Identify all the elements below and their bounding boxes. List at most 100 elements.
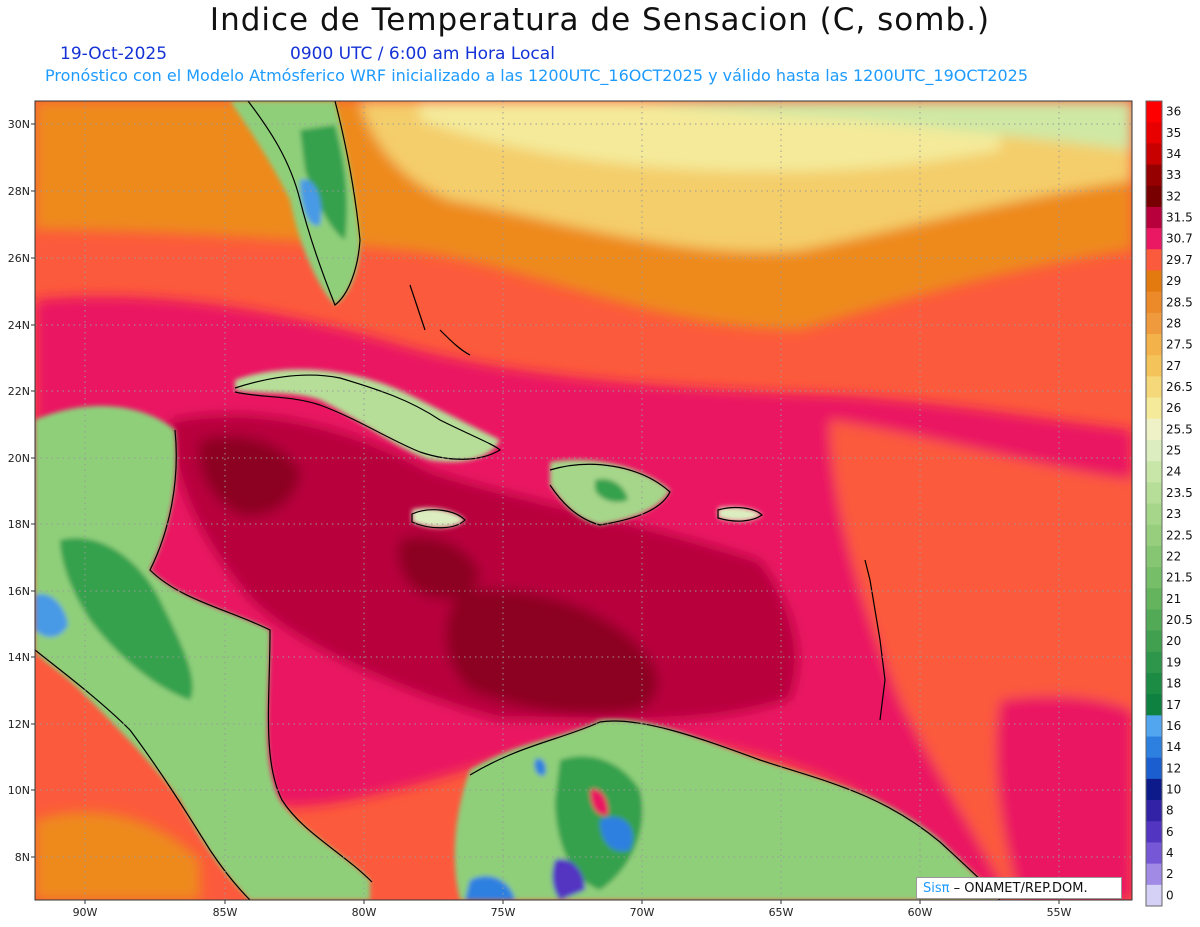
credit-box: Sisπ – ONAMET/REP.DOM. [916, 877, 1122, 899]
colorbar-swatch [1146, 609, 1162, 632]
colorbar-swatch [1146, 376, 1162, 398]
colorbar-swatch [1146, 122, 1162, 144]
forecast-time: 0900 UTC / 6:00 am Hora Local [290, 44, 555, 64]
credit-separator: – [949, 881, 965, 896]
colorbar-swatch [1146, 672, 1162, 695]
hot-east-south [996, 695, 1132, 900]
colorbar-label: 18 [1166, 677, 1181, 691]
lon-tick: 80W [352, 906, 377, 919]
coastlines [35, 101, 1001, 900]
colorbar-label: 2 [1166, 867, 1174, 881]
colorbar-label: 26.5 [1166, 380, 1193, 394]
lon-tick: 60W [908, 906, 933, 919]
colorbar-label: 20.5 [1166, 613, 1193, 627]
colorbar-swatch [1146, 736, 1162, 759]
lat-tick: 30N [8, 118, 30, 131]
lat-tick: 16N [8, 585, 30, 598]
colorbar-swatch [1146, 143, 1162, 165]
lon-tick: 90W [73, 906, 98, 919]
forecast-date: 19-Oct-2025 [60, 44, 168, 64]
graticule [35, 101, 1132, 900]
colorbar-label: 32 [1166, 189, 1181, 203]
lat-tick: 20N [8, 452, 30, 465]
colorbar-swatch [1146, 842, 1162, 865]
lat-tick: 24N [8, 319, 30, 332]
colorbar-label: 23 [1166, 507, 1181, 521]
colorbar-label: 14 [1166, 740, 1181, 754]
land-andes-north [555, 756, 643, 890]
colorbar-label: 30.7 [1166, 232, 1193, 246]
colorbar-label: 36 [1166, 105, 1181, 119]
colorbar-swatch [1146, 588, 1162, 610]
colorbar-label: 0 [1166, 888, 1174, 902]
lat-tick: 26N [8, 252, 30, 265]
colorbar-label: 8 [1166, 804, 1174, 818]
extreme-core-west [199, 436, 300, 516]
colorbar-label: 34 [1166, 147, 1181, 161]
coolest-band-north [640, 101, 1132, 150]
colorbar-label: 33 [1166, 168, 1181, 182]
colorbar-swatch [1146, 545, 1162, 568]
lake-maracaibo-hot [590, 789, 609, 816]
lat-tick: 10N [8, 784, 30, 797]
colorbar-label: 16 [1166, 719, 1181, 733]
colorbar-label: 21.5 [1166, 571, 1193, 585]
colorbar-swatch [1146, 206, 1162, 229]
colorbar-label: 6 [1166, 825, 1174, 839]
model-subtitle: Pronóstico con el Modelo Atmósferico WRF… [45, 66, 1029, 85]
colorbar-label: 19 [1166, 655, 1181, 669]
lon-tick: 55W [1047, 906, 1072, 919]
land-andes-blue [600, 816, 633, 852]
map-title: Indice de Temperatura de Sensacion (C, s… [209, 2, 991, 38]
lat-tick: 12N [8, 718, 30, 731]
colorbar-label: 31.5 [1166, 211, 1193, 225]
colorbar-swatch [1146, 418, 1162, 441]
land-central-america [35, 406, 370, 900]
land-florida-inner [300, 125, 347, 240]
colorbar-swatch [1146, 630, 1162, 653]
colorbar-swatch [1146, 884, 1162, 907]
colorbar-label: 24 [1166, 465, 1181, 479]
colorbar-swatch [1146, 461, 1162, 483]
colorbar-swatch [1146, 800, 1162, 822]
colorbar-label: 27.5 [1166, 338, 1193, 352]
lat-tick: 22N [8, 385, 30, 398]
colorbar: 363534333231.530.729.72928.52827.52726.5… [1145, 100, 1193, 907]
colorbar-swatch [1146, 863, 1162, 886]
colorbar-label: 28 [1166, 316, 1181, 330]
colorbar-swatch [1146, 228, 1162, 250]
land-puerto-rico [718, 506, 762, 522]
colorbar-swatch [1146, 651, 1162, 674]
colorbar-swatch [1146, 524, 1162, 547]
lon-tick: 75W [491, 906, 516, 919]
colorbar-swatch [1146, 334, 1162, 356]
land-masses [35, 101, 1001, 900]
lat-tick: 14N [8, 651, 30, 664]
colorbar-label: 17 [1166, 698, 1181, 712]
longitude-axis: 90W 85W 80W 75W 70W 65W 60W 55W [73, 906, 1072, 919]
colorbar-label: 10 [1166, 782, 1181, 796]
colorbar-swatch [1146, 482, 1162, 504]
map-frame [34, 100, 1133, 901]
colorbar-frame [1145, 100, 1163, 907]
colorbar-label: 22 [1166, 549, 1181, 563]
land-guatemala-highlands [35, 594, 68, 637]
land-cuba [235, 369, 500, 462]
credit-organization: ONAMET/REP.DOM. [964, 881, 1088, 896]
colorbar-swatch [1146, 355, 1162, 377]
colorbar-swatch [1146, 249, 1162, 271]
latitude-tick-marks [31, 123, 35, 858]
map-field [35, 101, 1132, 900]
colorbar-label: 22.5 [1166, 528, 1193, 542]
land-hispaniola-mountains [595, 479, 628, 502]
colorbar-swatch [1146, 694, 1162, 716]
extreme-core-south [446, 589, 658, 714]
colorbar-label: 21 [1166, 592, 1181, 606]
colorbar-swatch [1146, 101, 1162, 123]
colorbar-label: 25 [1166, 444, 1181, 458]
colorbar-label: 29.7 [1166, 253, 1193, 267]
colorbar-swatch [1146, 567, 1162, 589]
colorbar-swatch [1146, 778, 1162, 801]
colorbar-label: 25.5 [1166, 422, 1193, 436]
colorbar-label: 26 [1166, 401, 1181, 415]
